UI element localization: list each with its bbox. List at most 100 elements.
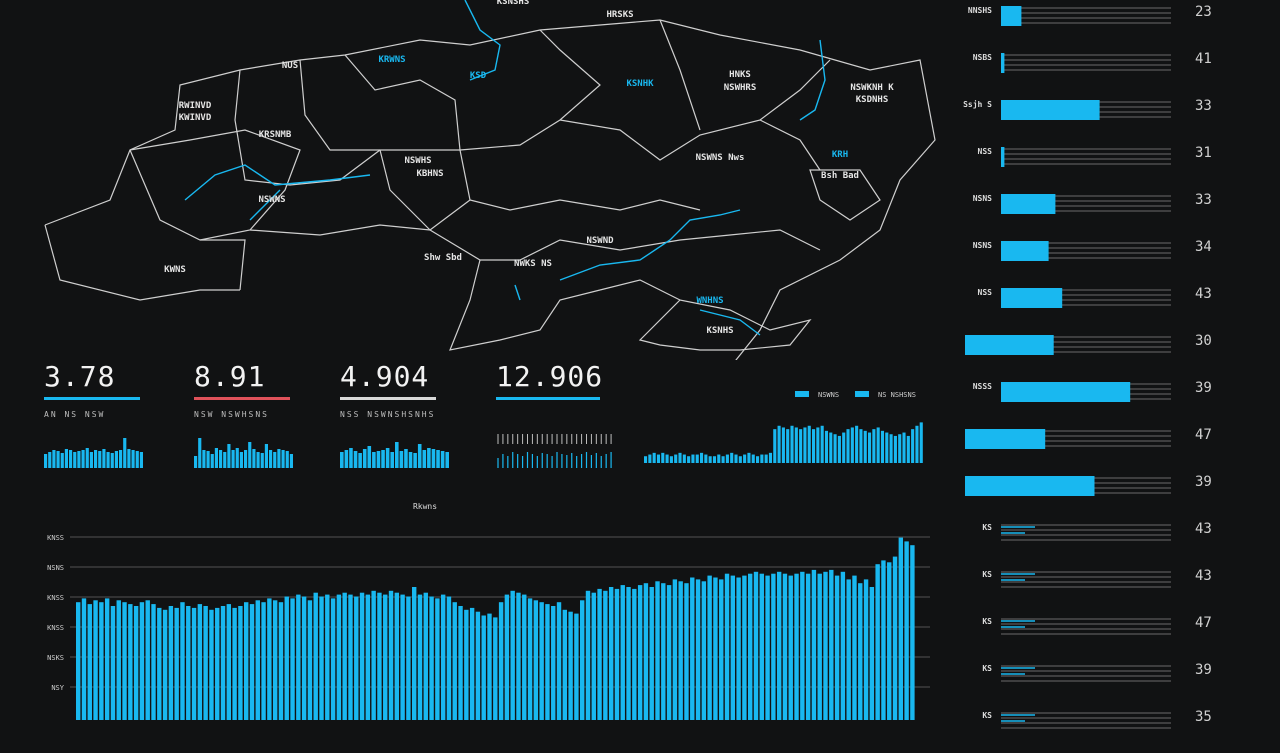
main-bar[interactable] — [643, 583, 649, 720]
map-region-label[interactable]: KRH — [832, 150, 848, 160]
main-bar[interactable] — [892, 556, 898, 720]
ranking-row[interactable]: KS 43 — [950, 568, 1280, 612]
main-bar[interactable] — [197, 604, 203, 720]
main-bar[interactable] — [215, 607, 220, 720]
main-bar[interactable] — [278, 602, 284, 720]
main-bar[interactable] — [423, 592, 428, 720]
map-region-label[interactable]: KSD — [470, 71, 487, 81]
main-bar[interactable] — [81, 598, 87, 720]
ranking-row[interactable]: NSSS 39 — [950, 380, 1280, 424]
map-region-label[interactable]: HRSKS — [606, 10, 633, 20]
main-bar[interactable] — [684, 583, 689, 720]
main-bar[interactable] — [498, 602, 504, 720]
main-bar[interactable] — [863, 579, 869, 720]
main-bar[interactable] — [186, 606, 191, 720]
main-bar[interactable] — [585, 590, 591, 720]
map-region-label[interactable]: Bsh Bad — [821, 171, 859, 181]
main-bar[interactable] — [840, 571, 846, 720]
main-bar[interactable] — [104, 598, 110, 720]
main-bar[interactable] — [336, 594, 342, 720]
ranking-row[interactable]: NNSHS 23 — [950, 4, 1280, 48]
main-bar[interactable] — [203, 606, 208, 720]
main-bar[interactable] — [481, 615, 486, 721]
main-bar[interactable] — [910, 545, 915, 720]
main-bar[interactable] — [858, 583, 863, 720]
main-bar[interactable] — [904, 541, 909, 720]
main-bar[interactable] — [574, 613, 579, 720]
main-bar[interactable] — [383, 594, 388, 720]
map-region-label[interactable]: KSNHK — [626, 79, 654, 89]
main-bar[interactable] — [359, 592, 365, 720]
main-bar[interactable] — [533, 600, 539, 720]
main-bar[interactable] — [174, 607, 179, 720]
main-bar[interactable] — [655, 581, 660, 720]
main-bar[interactable] — [145, 600, 150, 720]
map-region-label[interactable]: NSWHRS — [724, 83, 757, 93]
ranking-row[interactable]: NSNS 33 — [950, 192, 1280, 236]
main-bar[interactable] — [881, 560, 886, 720]
main-bar[interactable] — [637, 585, 643, 720]
main-bar[interactable] — [811, 569, 817, 720]
kpi-card[interactable]: 3.78 AN NS NSW — [44, 360, 194, 468]
main-bar[interactable] — [209, 609, 214, 720]
main-bar[interactable] — [834, 575, 840, 720]
main-bar[interactable] — [267, 598, 272, 720]
main-bar[interactable] — [226, 604, 232, 720]
map-region-label[interactable]: NWKS NS — [514, 259, 552, 269]
main-bar[interactable] — [504, 594, 510, 720]
main-bar[interactable] — [342, 592, 347, 720]
main-bar[interactable] — [782, 573, 788, 720]
main-bar[interactable] — [168, 606, 174, 720]
main-bar[interactable] — [765, 575, 770, 720]
map-region-label[interactable]: KBHNS — [416, 169, 443, 179]
main-bar[interactable] — [562, 609, 568, 720]
main-bar[interactable] — [568, 611, 573, 720]
main-bar[interactable] — [666, 585, 672, 720]
main-bar[interactable] — [301, 596, 307, 721]
main-bar[interactable] — [99, 602, 104, 720]
ranking-row[interactable]: KS 43 — [950, 521, 1280, 565]
main-bar[interactable] — [736, 577, 741, 721]
main-bar[interactable] — [284, 596, 289, 721]
main-bar[interactable] — [244, 602, 249, 720]
main-bar[interactable] — [603, 590, 608, 720]
main-bar[interactable] — [406, 596, 411, 721]
map-region-label[interactable]: NSWNS Nws — [696, 153, 745, 163]
main-bar[interactable] — [440, 594, 446, 720]
map-region-label[interactable]: NSWND — [586, 236, 614, 246]
main-bar[interactable] — [255, 600, 260, 720]
map-region-label[interactable]: KRSNMB — [259, 130, 292, 140]
main-bar[interactable] — [162, 609, 168, 720]
map-region-label[interactable]: KWNS — [164, 265, 186, 275]
main-bar[interactable] — [157, 607, 162, 720]
main-bar[interactable] — [614, 588, 620, 720]
main-bar[interactable] — [261, 602, 266, 720]
main-bar[interactable] — [898, 537, 904, 720]
kpi-card[interactable]: 4.904 NSS NSWNSHSNHS — [340, 360, 490, 468]
main-bar[interactable] — [591, 592, 596, 720]
main-bar[interactable] — [805, 573, 811, 720]
main-bar[interactable] — [516, 592, 521, 720]
main-bar[interactable] — [522, 594, 527, 720]
main-bar[interactable] — [76, 602, 81, 720]
map-region-label[interactable]: RWINVD — [179, 101, 212, 111]
map-region-label[interactable]: KSNSHS — [497, 0, 530, 7]
ranking-row[interactable]: Ssjh S 33 — [950, 98, 1280, 142]
main-bar[interactable] — [446, 596, 452, 721]
map-region-label[interactable]: NSWKNH K — [850, 83, 894, 93]
main-bar[interactable] — [394, 592, 400, 720]
main-bar[interactable] — [748, 573, 753, 720]
main-bar[interactable] — [429, 596, 434, 721]
main-bar[interactable] — [695, 579, 701, 720]
main-bar[interactable] — [180, 602, 185, 720]
main-bar[interactable] — [788, 575, 793, 720]
main-bar[interactable] — [724, 573, 730, 720]
ranking-row[interactable]: NSS 31 — [950, 145, 1280, 189]
map-region-label[interactable]: WNHNS — [696, 296, 723, 306]
main-bar[interactable] — [417, 594, 423, 720]
main-bar[interactable] — [608, 587, 614, 720]
main-bar[interactable] — [510, 590, 515, 720]
main-bar[interactable] — [852, 575, 857, 720]
main-bar[interactable] — [469, 607, 475, 720]
main-bar[interactable] — [794, 573, 799, 720]
